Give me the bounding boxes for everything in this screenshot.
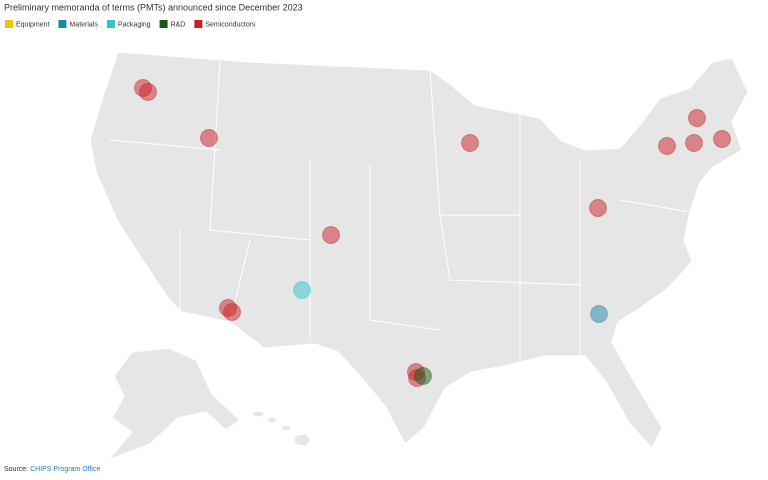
legend-swatch [106, 20, 115, 28]
source-prefix: Source: [4, 466, 28, 473]
marker [139, 83, 157, 101]
marker [590, 305, 608, 323]
legend-swatch [58, 20, 67, 28]
marker [223, 303, 241, 321]
marker [200, 129, 218, 147]
legend-label: Materials [69, 21, 98, 28]
marker [589, 199, 607, 217]
legend-swatch [5, 20, 13, 28]
marker [322, 226, 340, 244]
source: Source: CHIPS Program Office [4, 466, 100, 473]
map [89, 51, 749, 461]
legend-label: Equipment [16, 21, 50, 28]
alaska [107, 347, 241, 461]
state-borders [109, 61, 691, 360]
contiguous-us [89, 51, 749, 450]
legend-swatch [159, 20, 168, 28]
marker [658, 137, 676, 155]
marker [293, 281, 311, 299]
legend-label: R&D [171, 21, 186, 28]
legend-label: Packaging [118, 21, 151, 28]
marker [713, 130, 731, 148]
markers [134, 79, 731, 387]
marker [688, 109, 706, 127]
marker [414, 367, 432, 385]
marker [461, 134, 479, 152]
legend: Equipment Materials Packaging R&D Semiconduc… [5, 20, 256, 28]
legend-swatch [194, 20, 203, 28]
marker [685, 134, 703, 152]
hawaii [251, 410, 311, 447]
legend-label: Semiconductors [205, 21, 256, 28]
title: Preliminary memoranda of terms (PMTs) an… [4, 2, 303, 12]
source-link[interactable]: CHIPS Program Office [30, 466, 100, 473]
